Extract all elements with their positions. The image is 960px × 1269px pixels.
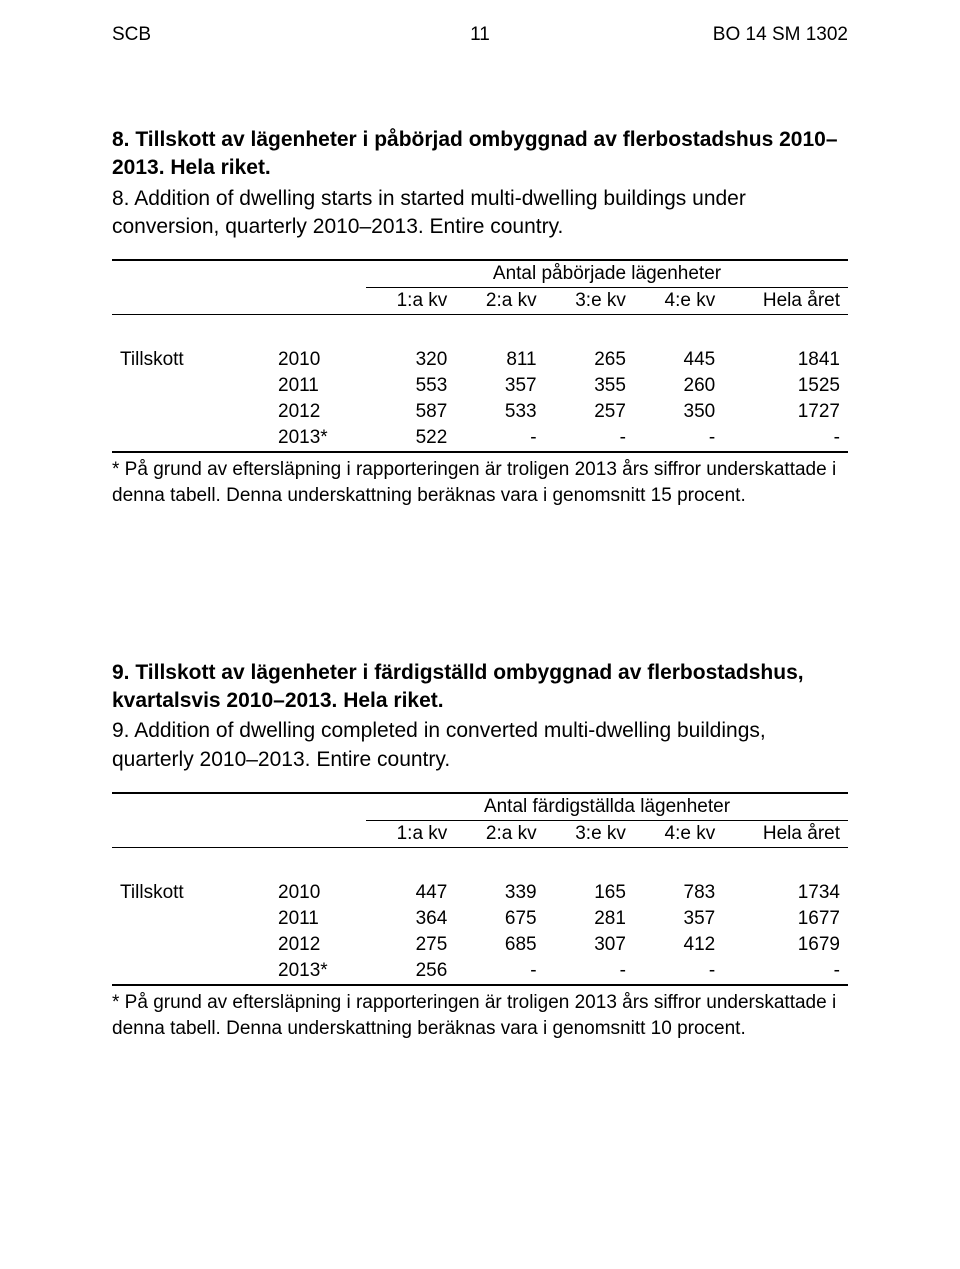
data-cell: 1679 [723,932,848,958]
data-cell: - [634,958,723,985]
data-cell: 412 [634,932,723,958]
data-cell: 553 [366,373,455,399]
year-cell: 2013* [248,425,366,452]
table-row: 2013* 256 - - - - [112,958,848,985]
data-cell: 265 [545,347,634,373]
data-cell: 355 [545,373,634,399]
header-publisher: SCB [112,24,151,46]
row-label: Tillskott [112,347,248,373]
col-header: Hela året [723,821,848,848]
table-row: Tillskott 2010 320 811 265 445 1841 [112,347,848,373]
data-cell: 811 [455,347,544,373]
data-cell: 257 [545,399,634,425]
section8-subtitle: 8. Addition of dwelling starts in starte… [112,185,848,242]
data-cell: 339 [455,880,544,906]
table-row: 2012 587 533 257 350 1727 [112,399,848,425]
section8-superheader: Antal påbörjade lägenheter [366,260,848,288]
data-cell: 1727 [723,399,848,425]
data-cell: 783 [634,880,723,906]
data-cell: - [455,425,544,452]
data-cell: 1677 [723,906,848,932]
data-cell: 281 [545,906,634,932]
data-cell: 260 [634,373,723,399]
table-row: Tillskott 2010 447 339 165 783 1734 [112,880,848,906]
header-page-number: 11 [470,24,490,46]
col-header: 1:a kv [366,821,455,848]
data-cell: 1734 [723,880,848,906]
year-cell: 2011 [248,906,366,932]
col-header: 2:a kv [455,288,544,315]
section9-superheader: Antal färdigställda lägenheter [366,793,848,821]
data-cell: 445 [634,347,723,373]
col-header: 3:e kv [545,821,634,848]
data-cell: 685 [455,932,544,958]
data-cell: 350 [634,399,723,425]
section8-table: Antal påbörjade lägenheter 1:a kv 2:a kv… [112,259,848,453]
table-row: 2011 553 357 355 260 1525 [112,373,848,399]
data-cell: - [723,425,848,452]
col-header: Hela året [723,288,848,315]
data-cell: 320 [366,347,455,373]
data-cell: 357 [455,373,544,399]
data-cell: 675 [455,906,544,932]
data-cell: 165 [545,880,634,906]
data-cell: - [545,958,634,985]
data-cell: - [455,958,544,985]
data-cell: 275 [366,932,455,958]
section9-subtitle: 9. Addition of dwelling completed in con… [112,717,848,774]
data-cell: - [634,425,723,452]
data-cell: 357 [634,906,723,932]
col-header: 2:a kv [455,821,544,848]
table-row: 2011 364 675 281 357 1677 [112,906,848,932]
data-cell: 533 [455,399,544,425]
year-cell: 2013* [248,958,366,985]
section8-title: 8. Tillskott av lägenheter i påbörjad om… [112,126,848,183]
year-cell: 2011 [248,373,366,399]
col-header: 1:a kv [366,288,455,315]
col-header: 4:e kv [634,821,723,848]
data-cell: 1525 [723,373,848,399]
row-label: Tillskott [112,880,248,906]
data-cell: 1841 [723,347,848,373]
data-cell: 364 [366,906,455,932]
data-cell: 587 [366,399,455,425]
year-cell: 2010 [248,880,366,906]
page: SCB 11 BO 14 SM 1302 8. Tillskott av läg… [0,0,960,1269]
data-cell: 522 [366,425,455,452]
col-header: 3:e kv [545,288,634,315]
data-cell: 307 [545,932,634,958]
section9-title: 9. Tillskott av lägenheter i färdigställ… [112,659,848,716]
table-row: 2012 275 685 307 412 1679 [112,932,848,958]
data-cell: 256 [366,958,455,985]
section8-footnote: * På grund av eftersläpning i rapporteri… [112,457,848,508]
data-cell: - [545,425,634,452]
section9-table: Antal färdigställda lägenheter 1:a kv 2:… [112,792,848,986]
col-header: 4:e kv [634,288,723,315]
section9-footnote: * På grund av eftersläpning i rapporteri… [112,990,848,1041]
data-cell: 447 [366,880,455,906]
page-header: SCB 11 BO 14 SM 1302 [112,24,848,46]
year-cell: 2012 [248,399,366,425]
table-row: 2013* 522 - - - - [112,425,848,452]
year-cell: 2010 [248,347,366,373]
header-doc-id: BO 14 SM 1302 [713,24,848,46]
year-cell: 2012 [248,932,366,958]
data-cell: - [723,958,848,985]
